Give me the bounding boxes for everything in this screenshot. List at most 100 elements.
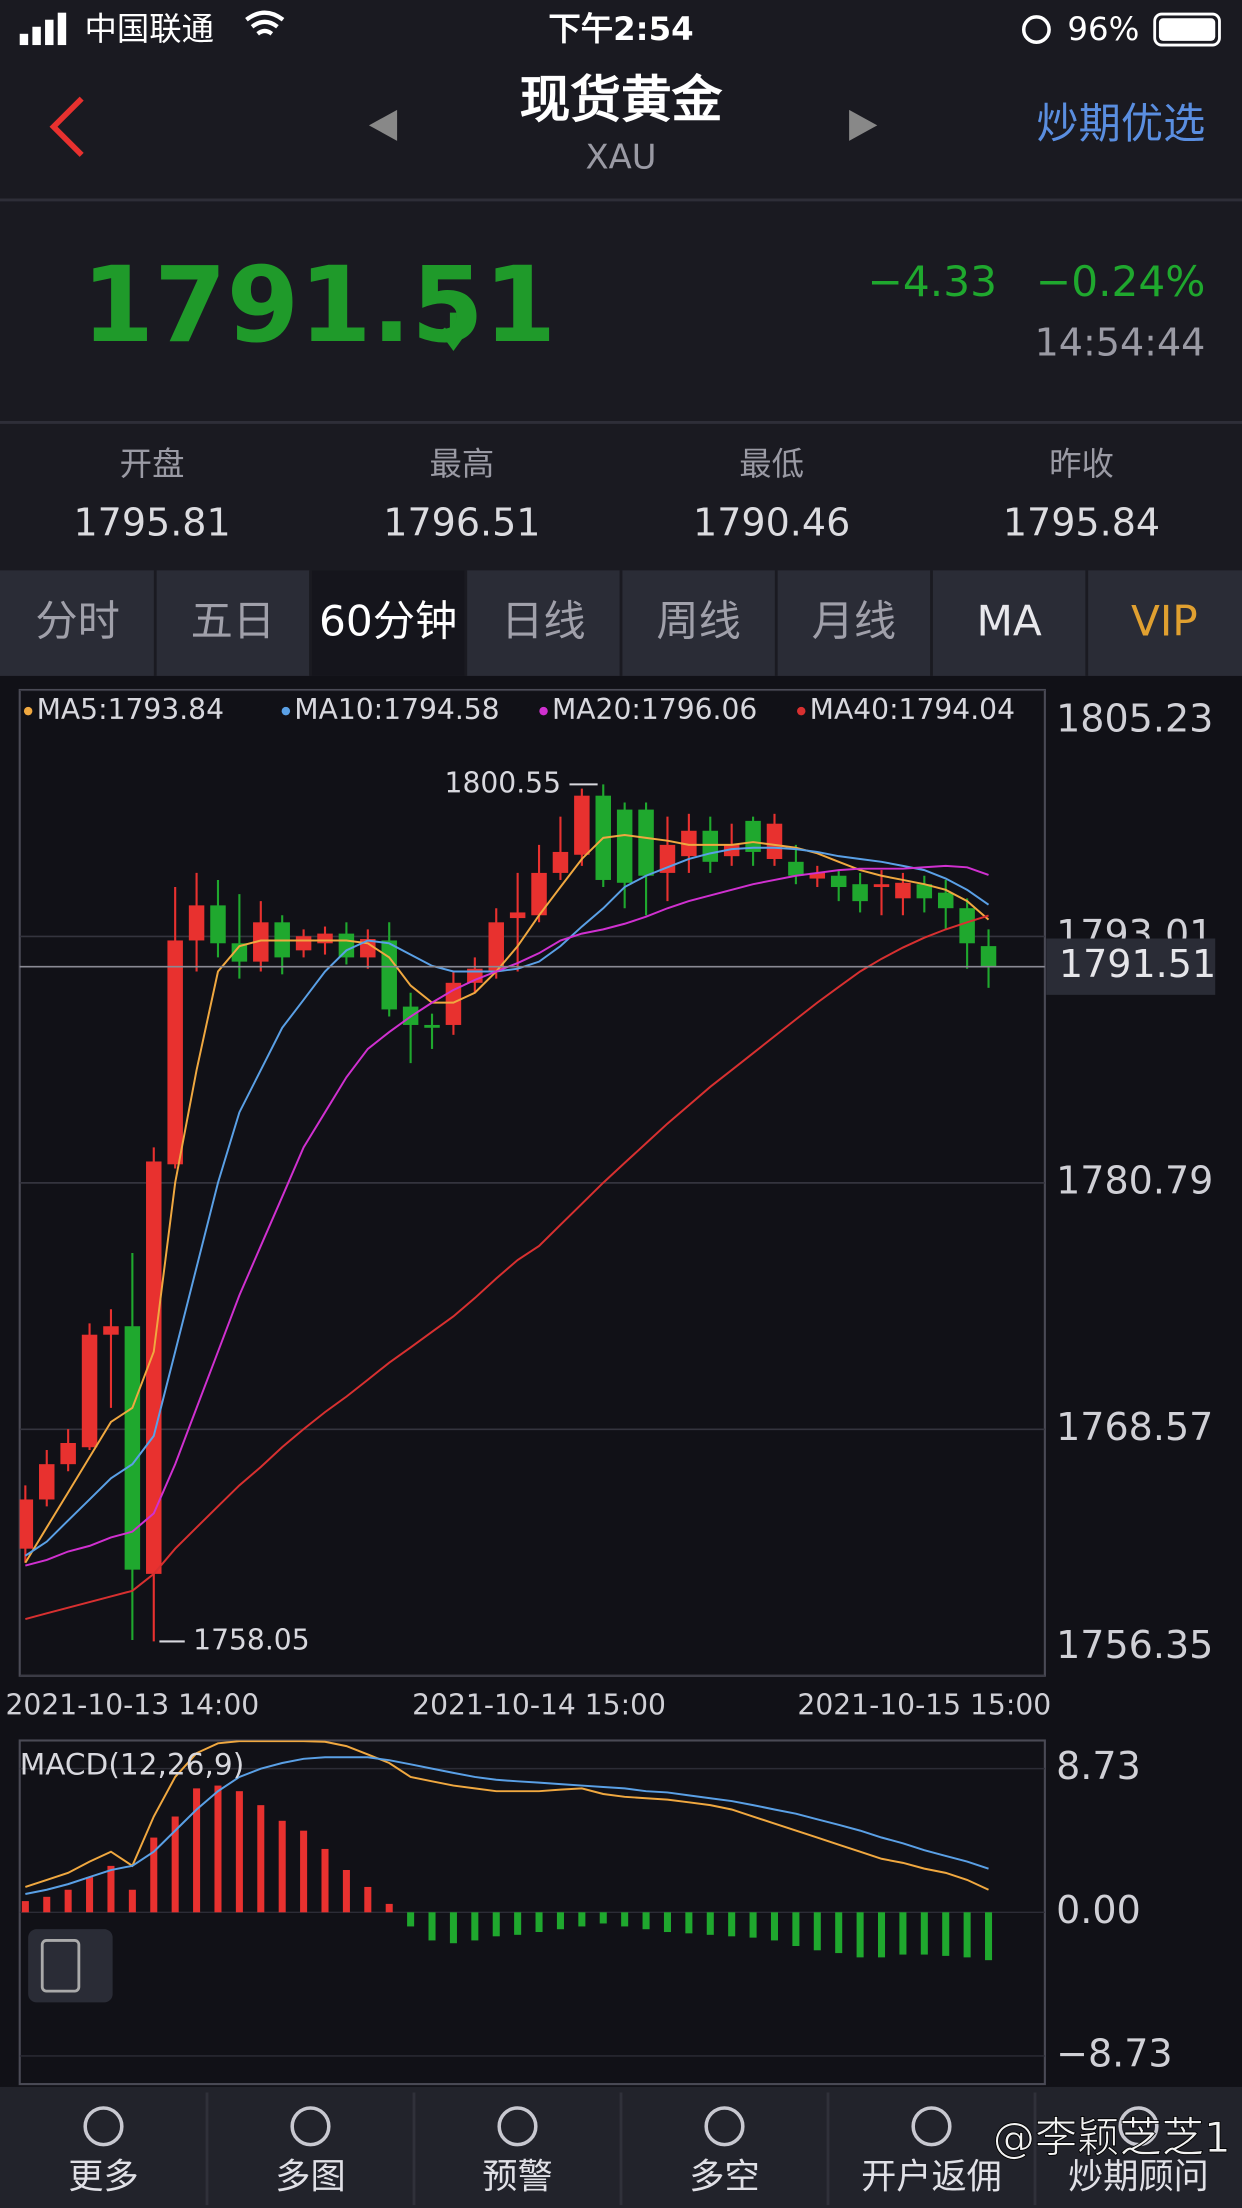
min-label: 1758.05: [193, 1623, 309, 1656]
nav-icon[interactable]: [704, 2106, 745, 2147]
candle-body: [830, 875, 847, 888]
candle-body: [424, 1024, 440, 1028]
nav-icon[interactable]: [290, 2106, 331, 2147]
stat-value: 1795.81: [73, 501, 230, 545]
macd-bar: [235, 1791, 243, 1913]
macd-bar: [556, 1912, 564, 1930]
macd-bar: [214, 1785, 222, 1913]
macd-bar: [578, 1912, 586, 1927]
rotate-icon-shape: [40, 1939, 81, 1993]
legend-dot: [23, 706, 33, 716]
candle-body: [39, 1464, 55, 1500]
nav-label[interactable]: 炒期顾问: [1068, 2156, 1209, 2197]
macd-bar: [342, 1869, 350, 1913]
macd-bar: [449, 1912, 457, 1944]
macd-bar: [770, 1912, 779, 1941]
nav-label[interactable]: 多图: [275, 2156, 345, 2197]
tab[interactable]: 60分钟: [319, 596, 457, 645]
macd-bar: [64, 1889, 72, 1913]
candle-body: [509, 912, 526, 919]
macd-bar: [899, 1912, 907, 1955]
tab-selected-bg: [310, 570, 466, 676]
candle-body: [895, 882, 911, 899]
macd-line: [25, 1756, 989, 1895]
nav-label[interactable]: 开户返佣: [861, 2156, 1002, 2197]
macd-bar: [749, 1912, 757, 1938]
x-tick-label: 2021-10-14 15:00: [412, 1689, 666, 1722]
candle-body: [852, 884, 868, 902]
macd-bar: [43, 1896, 51, 1913]
macd-bar: [877, 1912, 886, 1958]
macd-bar: [514, 1912, 522, 1935]
change-percent: −0.24%: [1036, 257, 1206, 306]
tab[interactable]: 日线: [501, 596, 585, 645]
last-price-box: [1046, 938, 1216, 995]
tab[interactable]: MA: [976, 596, 1041, 645]
prev-arrow[interactable]: [368, 109, 398, 141]
macd-bar: [835, 1912, 843, 1954]
macd-bar: [621, 1912, 629, 1927]
candle-body: [616, 809, 633, 883]
tab[interactable]: VIP: [1131, 596, 1198, 645]
macd-bar: [86, 1877, 94, 1913]
signal-icon: [19, 12, 67, 46]
candle-body: [702, 830, 719, 862]
nav-label[interactable]: 预警: [482, 2156, 552, 2197]
macd-title: MACD(12,26,9): [20, 1747, 245, 1781]
subtitle: XAU: [586, 138, 657, 177]
nav-icon[interactable]: [1118, 2106, 1159, 2147]
macd-bar: [321, 1848, 329, 1913]
macd-bar: [920, 1912, 928, 1955]
x-tick-label: 2021-10-13 14:00: [6, 1689, 260, 1722]
rotate-icon[interactable]: [28, 1929, 113, 2003]
tab[interactable]: 五日: [191, 596, 275, 645]
candle-body: [552, 851, 569, 873]
legend-dot: [539, 706, 548, 716]
candle-body: [638, 809, 654, 876]
macd-bar: [407, 1912, 415, 1927]
macd-bar: [963, 1912, 971, 1958]
futures-link[interactable]: 炒期优选: [1036, 99, 1205, 148]
macd-bar: [728, 1912, 736, 1937]
back-button[interactable]: [49, 96, 84, 157]
candle-body: [81, 1334, 98, 1448]
candle-body: [766, 823, 783, 859]
nav-label[interactable]: 多空: [689, 2156, 759, 2197]
macd-bar: [792, 1912, 800, 1947]
candle-body: [488, 922, 504, 972]
macd-bar: [663, 1912, 671, 1933]
macd-bar: [813, 1912, 821, 1951]
stat-label: 最高: [429, 445, 494, 483]
lock-icon: [1021, 15, 1051, 45]
legend-label: MA40:1794.04: [810, 693, 1015, 726]
title: 现货黄金: [520, 70, 723, 129]
candle-body: [103, 1326, 119, 1335]
plot-area: [19, 690, 1045, 1676]
tab[interactable]: 分时: [35, 596, 119, 645]
clock: 下午2:54: [548, 10, 693, 48]
candle-body: [809, 872, 826, 879]
candle-body: [60, 1442, 76, 1465]
watermark: @李颖芝芝1: [993, 2113, 1231, 2162]
nav-icon[interactable]: [497, 2106, 538, 2147]
nav-icon[interactable]: [911, 2106, 952, 2147]
tab[interactable]: 周线: [656, 596, 740, 645]
next-arrow[interactable]: [849, 109, 878, 141]
nav-label[interactable]: 更多: [68, 2156, 138, 2197]
candle-body: [188, 905, 205, 941]
change: −4.33: [868, 257, 997, 306]
candle-body: [788, 861, 804, 876]
stat-value: 1795.84: [1003, 501, 1160, 545]
nav-icon[interactable]: [83, 2106, 124, 2147]
stat-label: 最低: [739, 445, 804, 483]
macd-bar: [492, 1912, 500, 1937]
macd-bar: [171, 1816, 179, 1913]
macd-bar: [856, 1912, 864, 1958]
y-tick-label: 0.00: [1056, 1888, 1141, 1932]
ma-line: [24, 834, 990, 1564]
candle-body: [253, 922, 269, 962]
y-tick-label: 1805.23: [1056, 696, 1213, 740]
macd-bar: [21, 1901, 29, 1913]
tab[interactable]: 月线: [812, 596, 896, 645]
